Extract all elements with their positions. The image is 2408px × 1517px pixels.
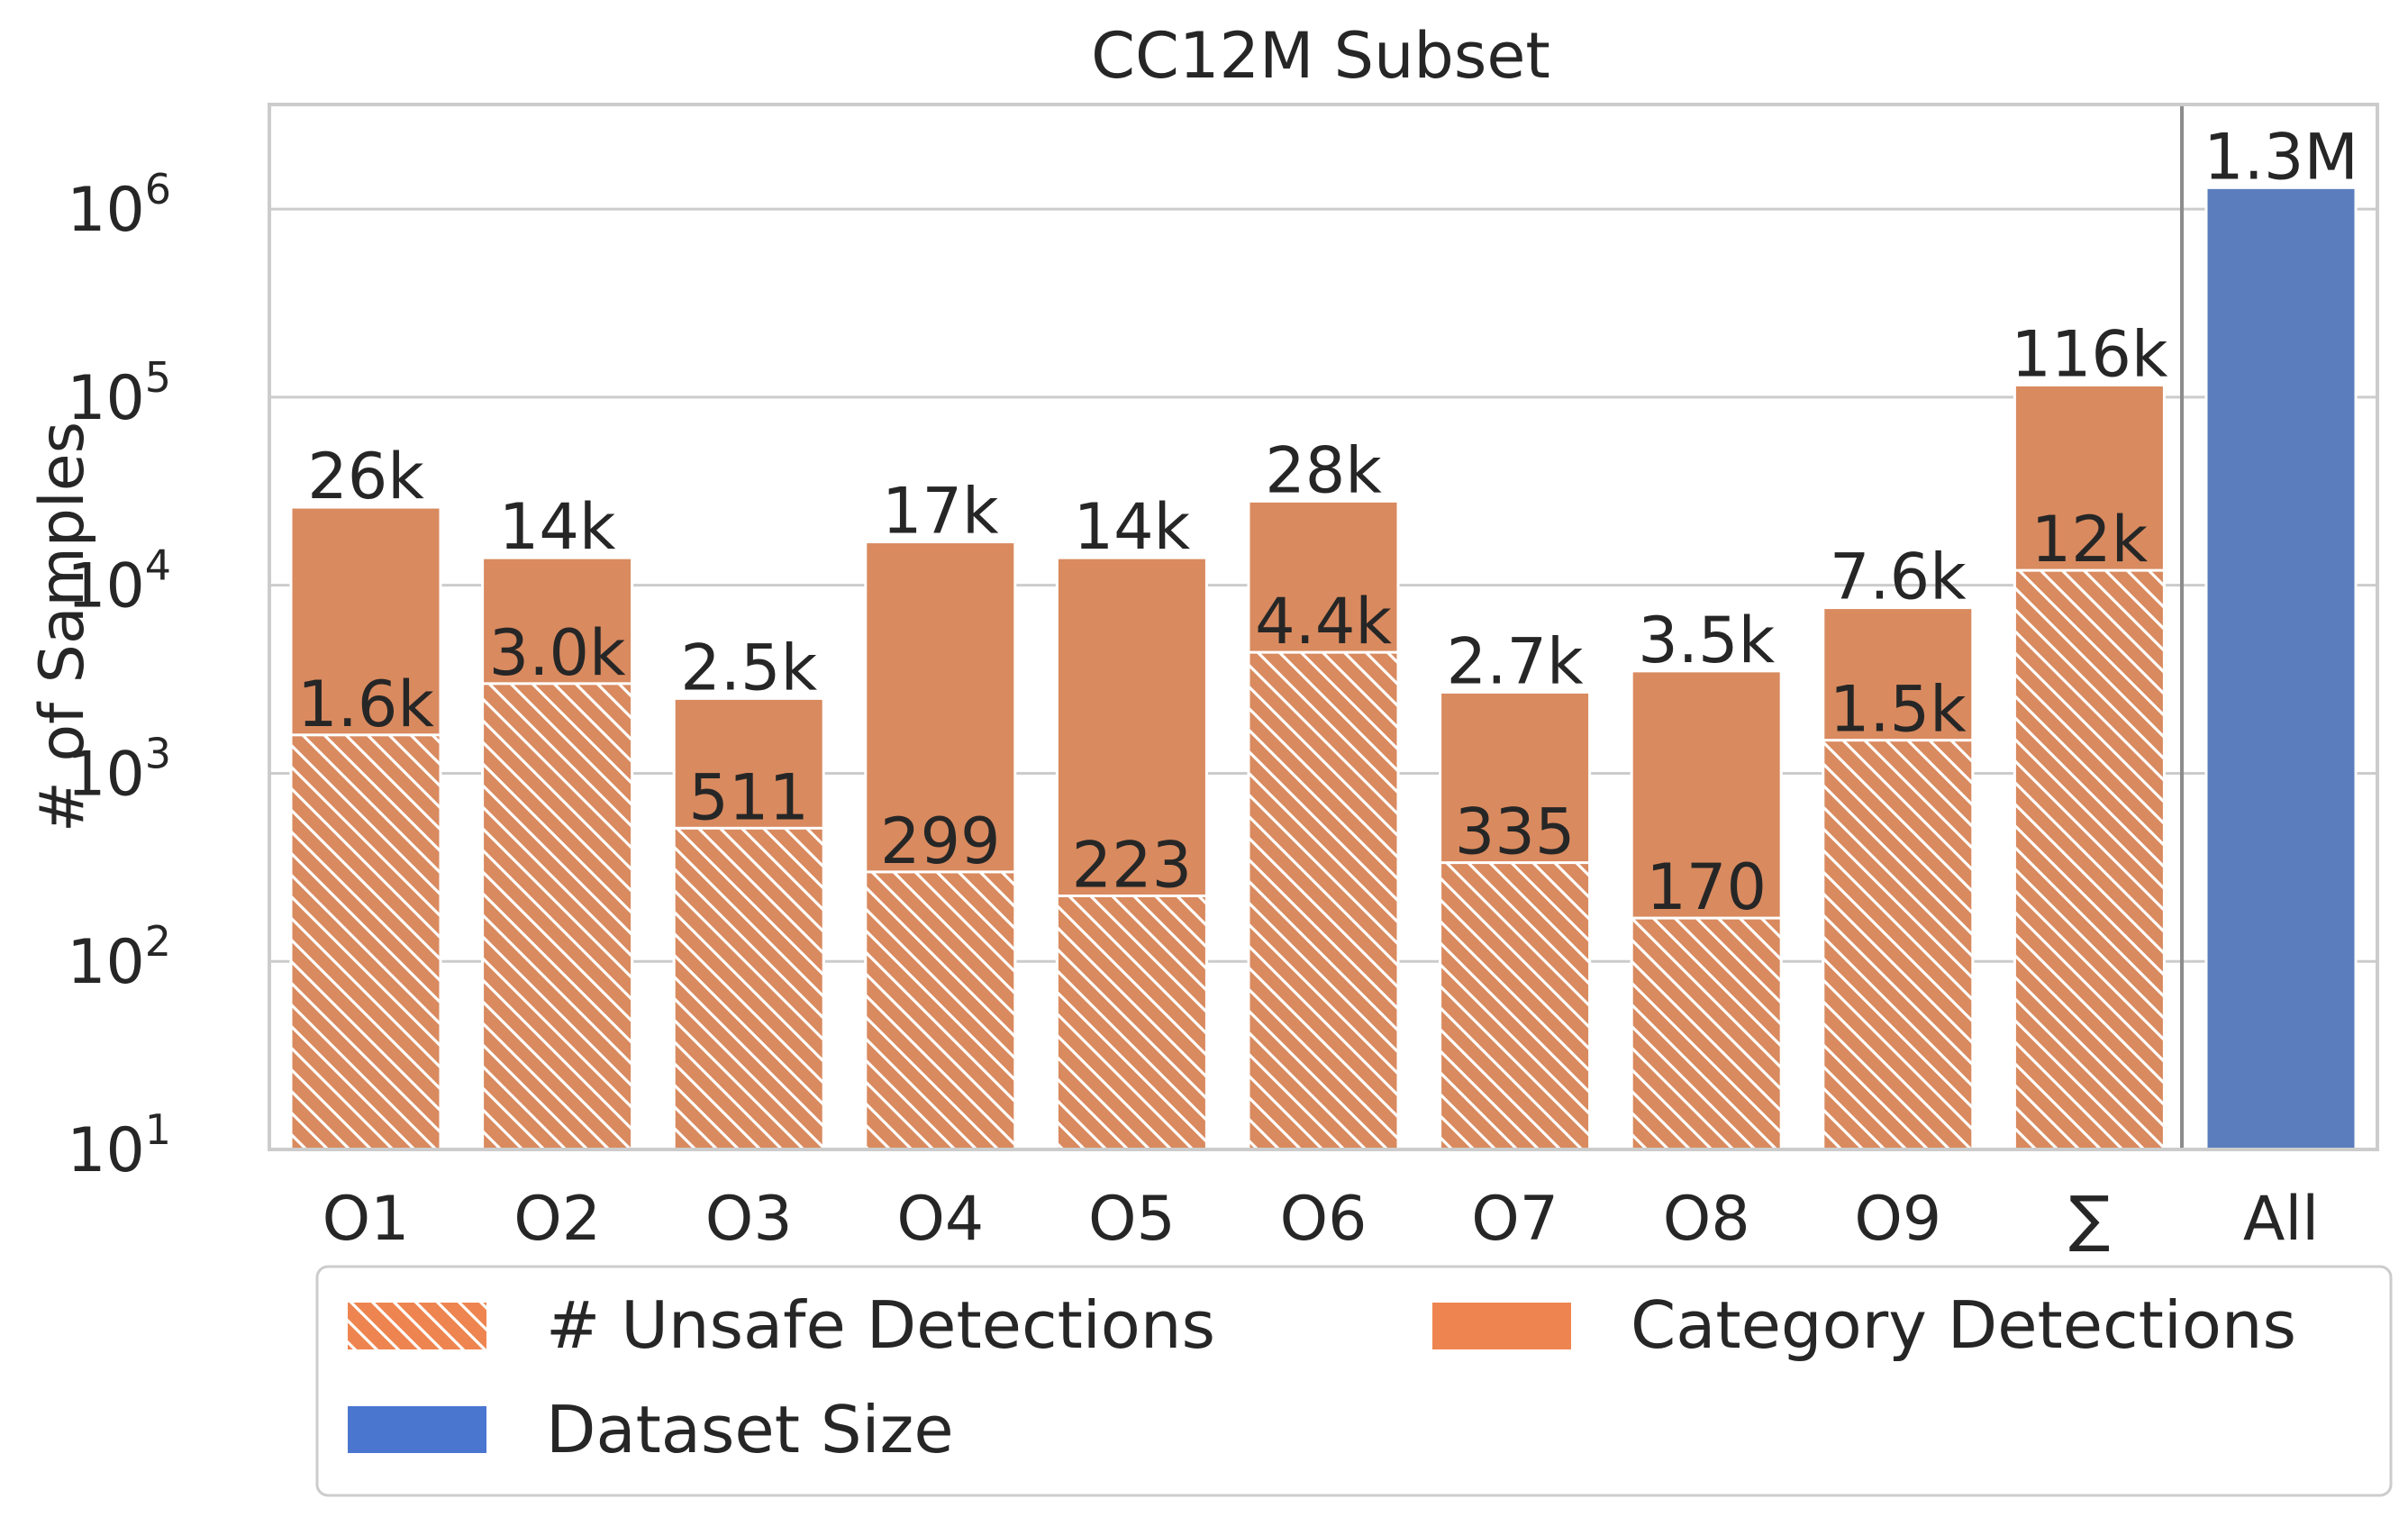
y-tick-label: 101	[67, 1105, 171, 1186]
bar-labels: 26k 1.6k 14k 3.0k 2.5k 511 17k 299 14k 223 28k 4.4k…	[297, 120, 2358, 924]
unsafe-detections-hatch	[672, 826, 825, 1151]
x-tick-label: O8	[1663, 1184, 1750, 1255]
category-detections-label: 26k	[307, 440, 424, 513]
legend-swatch-hatch	[348, 1303, 486, 1349]
x-tick-label: O9	[1854, 1184, 1941, 1255]
category-detections-label: 3.5k	[1638, 604, 1775, 677]
x-axis-ticks: O1 O2 O3 O4 O5 O6 O7 O8 O9 ∑ All	[323, 1184, 2320, 1255]
unsafe-detections-label: 170	[1646, 850, 1767, 924]
x-tick-label: O7	[1471, 1184, 1558, 1255]
x-tick-label: O6	[1280, 1184, 1368, 1255]
category-detections-label: 2.5k	[680, 631, 817, 704]
y-axis-ticks: 101 102 103 104 105 106	[67, 165, 171, 1186]
legend-swatch	[348, 1406, 486, 1453]
unsafe-detections-label: 511	[688, 760, 809, 834]
x-tick-label: O4	[896, 1184, 984, 1255]
y-tick-label: 106	[67, 165, 171, 246]
chart-title: CC12M Subset	[1091, 19, 1550, 93]
category-detections-label: 28k	[1265, 433, 1382, 507]
unsafe-detections-label: 4.4k	[1255, 585, 1392, 659]
x-tick-label: O2	[513, 1184, 601, 1255]
unsafe-detections-hatch	[1055, 895, 1208, 1151]
unsafe-detections-label: 1.6k	[297, 668, 434, 741]
unsafe-detections-hatch	[481, 682, 634, 1151]
x-tick-label: ∑	[2068, 1184, 2110, 1255]
x-tick-label: All	[2243, 1184, 2319, 1255]
legend-frame	[315, 1265, 2393, 1497]
unsafe-detections-label: 299	[880, 804, 1001, 878]
legend-swatch	[1432, 1303, 1571, 1349]
unsafe-detections-label: 223	[1072, 829, 1193, 903]
category-detections-label: 7.6k	[1830, 540, 1967, 614]
x-tick-label: O5	[1088, 1184, 1176, 1255]
dataset-size-label: 1.3M	[2204, 120, 2358, 194]
category-detections-label: 14k	[499, 490, 616, 564]
y-tick-label: 102	[67, 917, 171, 998]
unsafe-detections-label: 12k	[2031, 503, 2149, 577]
legend-label: Category Detections	[1631, 1287, 2296, 1363]
unsafe-detections-hatch	[1630, 916, 1783, 1151]
unsafe-detections-hatch	[289, 733, 442, 1151]
category-detections-label: 17k	[882, 475, 999, 549]
legend: # Unsafe Detections Category Detections Da…	[315, 1265, 2393, 1497]
legend-label: # Unsafe Detections	[546, 1287, 1215, 1363]
unsafe-detections-label: 335	[1455, 795, 1576, 869]
unsafe-detections-label: 3.0k	[489, 616, 626, 690]
unsafe-detections-hatch	[1247, 650, 1400, 1151]
unsafe-detections-label: 1.5k	[1830, 673, 1967, 747]
y-tick-label: 105	[67, 353, 171, 434]
unsafe-detections-hatch	[1822, 739, 1975, 1151]
unsafe-detections-hatch	[2013, 568, 2166, 1151]
category-detections-label: 2.7k	[1447, 624, 1584, 698]
x-tick-label: O1	[323, 1184, 410, 1255]
y-tick-label: 104	[67, 541, 171, 622]
y-axis-label: # of Samples	[27, 422, 98, 832]
category-detections-label: 116k	[2011, 317, 2168, 391]
unsafe-detections-hatch	[864, 870, 1017, 1151]
category-detections-label: 14k	[1074, 490, 1191, 564]
x-tick-label: O3	[705, 1184, 793, 1255]
legend-label: Dataset Size	[546, 1392, 954, 1467]
bars	[289, 186, 2358, 1151]
dataset-size-bar	[2204, 186, 2358, 1151]
plot-frame	[268, 103, 2379, 1151]
y-tick-label: 103	[67, 729, 171, 810]
unsafe-detections-hatch	[1439, 861, 1592, 1151]
